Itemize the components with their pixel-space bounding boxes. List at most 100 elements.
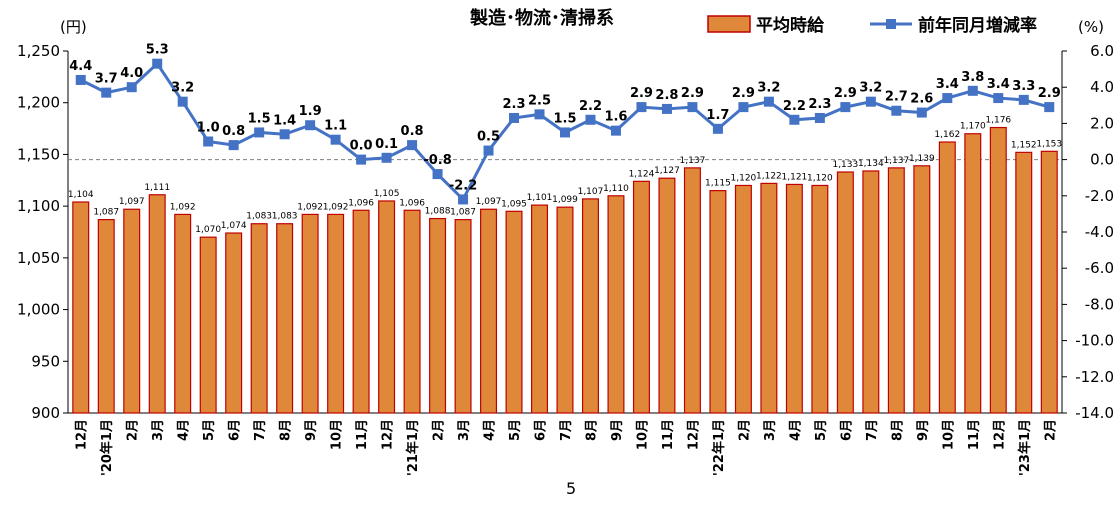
line-value-label: 0.8	[401, 124, 424, 139]
bar-value-label: 1,133	[832, 160, 858, 170]
line-value-label: 2.3	[503, 97, 526, 112]
bar	[454, 218, 472, 414]
category-label: '21年1月	[405, 419, 421, 476]
category-label: 8月	[890, 419, 905, 441]
category-label: 12月	[75, 419, 90, 450]
bar	[148, 194, 166, 414]
line-value-label: 2.9	[681, 86, 704, 101]
category-label: 12月	[381, 419, 396, 450]
line-value-label: -0.8	[423, 153, 451, 168]
bar	[1015, 151, 1033, 414]
bar	[964, 133, 982, 414]
line-marker	[712, 123, 723, 134]
line-marker	[305, 120, 316, 131]
category-label: 5月	[508, 419, 523, 441]
line-marker	[560, 127, 570, 138]
line-value-labels: 4.43.7 4.05.33.21.0 0.81.5 1.41.91.10.0 0.10…	[69, 43, 1061, 194]
line-marker	[152, 58, 163, 69]
line-marker	[993, 93, 1004, 104]
bar-value-label: 1,115	[705, 179, 731, 189]
bar	[734, 184, 752, 414]
bar	[836, 171, 854, 414]
line-value-label: 5.3	[146, 43, 169, 58]
line-value-label: 4.4	[69, 59, 92, 74]
category-label: 12月	[992, 419, 1007, 450]
bar	[225, 232, 243, 414]
line-marker	[228, 140, 239, 151]
bar-value-label: 1,152	[1011, 140, 1037, 150]
bar-value-label: 1,083	[272, 212, 298, 222]
right-axis-ticks: -14.0 -12.0 -10.0 -8.0 -6.0 -4.0 -2.0 0.0 2.0 4.0…	[1062, 42, 1114, 422]
bar	[327, 213, 345, 414]
bar	[683, 167, 701, 414]
line-marker	[763, 96, 774, 107]
category-label: 3月	[151, 419, 166, 441]
bar-value-label: 1,162	[934, 130, 960, 140]
line-marker	[75, 74, 86, 85]
line-marker	[407, 140, 418, 151]
bar	[123, 208, 141, 414]
line-marker	[865, 96, 876, 107]
line-value-label: 3.4	[936, 77, 959, 92]
line-value-label: 3.2	[859, 81, 882, 96]
line-value-label: 1.5	[553, 111, 576, 126]
bar-value-label: 1,110	[603, 184, 629, 194]
bar	[531, 204, 549, 414]
bar	[97, 218, 115, 414]
bar-value-label: 1,121	[782, 172, 808, 182]
category-label: 8月	[584, 419, 599, 441]
line-value-label: 2.7	[885, 90, 908, 105]
legend: 平均時給 前年同月増減率	[707, 15, 1037, 36]
line-value-label: 1.0	[197, 121, 220, 136]
right-tick-label: -12.0	[1075, 368, 1114, 386]
line-value-label: 2.2	[579, 99, 602, 114]
bar-value-label: 1,120	[807, 173, 833, 183]
category-label: 7月	[559, 419, 574, 441]
category-label: 11月	[355, 419, 370, 450]
line-value-label: 3.3	[1012, 79, 1035, 94]
bar-value-label: 1,092	[170, 202, 196, 212]
category-axis-labels: 12月 '20年1月 2月 3月 4月 5月 6月 7月 8月 9月 10月 11月 12月 '21年1月…	[75, 419, 1059, 476]
bar	[709, 190, 727, 414]
legend-bar-label: 平均時給	[756, 15, 825, 36]
line-value-label: -2.2	[449, 178, 477, 193]
line-marker	[534, 109, 545, 120]
line-value-label: 4.0	[120, 66, 143, 81]
right-unit-label: (%)	[1078, 18, 1104, 36]
left-tick-label: 1,250	[17, 42, 60, 60]
line-marker	[254, 127, 265, 138]
bar-value-label: 1,107	[578, 187, 604, 197]
category-label: 2月	[126, 419, 141, 441]
line-marker	[891, 105, 902, 116]
line-marker	[1044, 102, 1055, 113]
category-label: 6月	[534, 419, 549, 441]
bar-value-label: 1,122	[756, 171, 782, 181]
bar	[378, 200, 396, 414]
line-marker	[509, 112, 520, 123]
line-marker	[916, 107, 927, 118]
category-label: 7月	[865, 419, 880, 441]
bar-value-label: 1,088	[425, 207, 451, 217]
bar-value-label: 1,074	[221, 221, 247, 231]
legend-line-marker	[886, 19, 896, 29]
bar-value-label: 1,170	[960, 122, 986, 132]
category-label: 5月	[202, 419, 217, 441]
bar	[632, 180, 650, 414]
category-label: 2月	[1043, 419, 1058, 441]
category-label: 9月	[304, 419, 319, 441]
line-value-label: 0.5	[477, 130, 500, 145]
chart-title: 製造･物流･清掃系	[469, 7, 614, 29]
bar	[72, 201, 90, 414]
bar-value-label: 1,137	[883, 156, 909, 166]
category-label: 6月	[839, 419, 854, 441]
line-marker	[483, 145, 494, 156]
line-marker	[942, 93, 953, 104]
bar	[581, 198, 599, 414]
line-marker	[381, 152, 392, 163]
line-marker	[610, 125, 621, 136]
category-label: 9月	[916, 419, 931, 441]
bar-value-label: 1,097	[119, 197, 145, 207]
bar-value-label: 1,105	[374, 189, 400, 199]
